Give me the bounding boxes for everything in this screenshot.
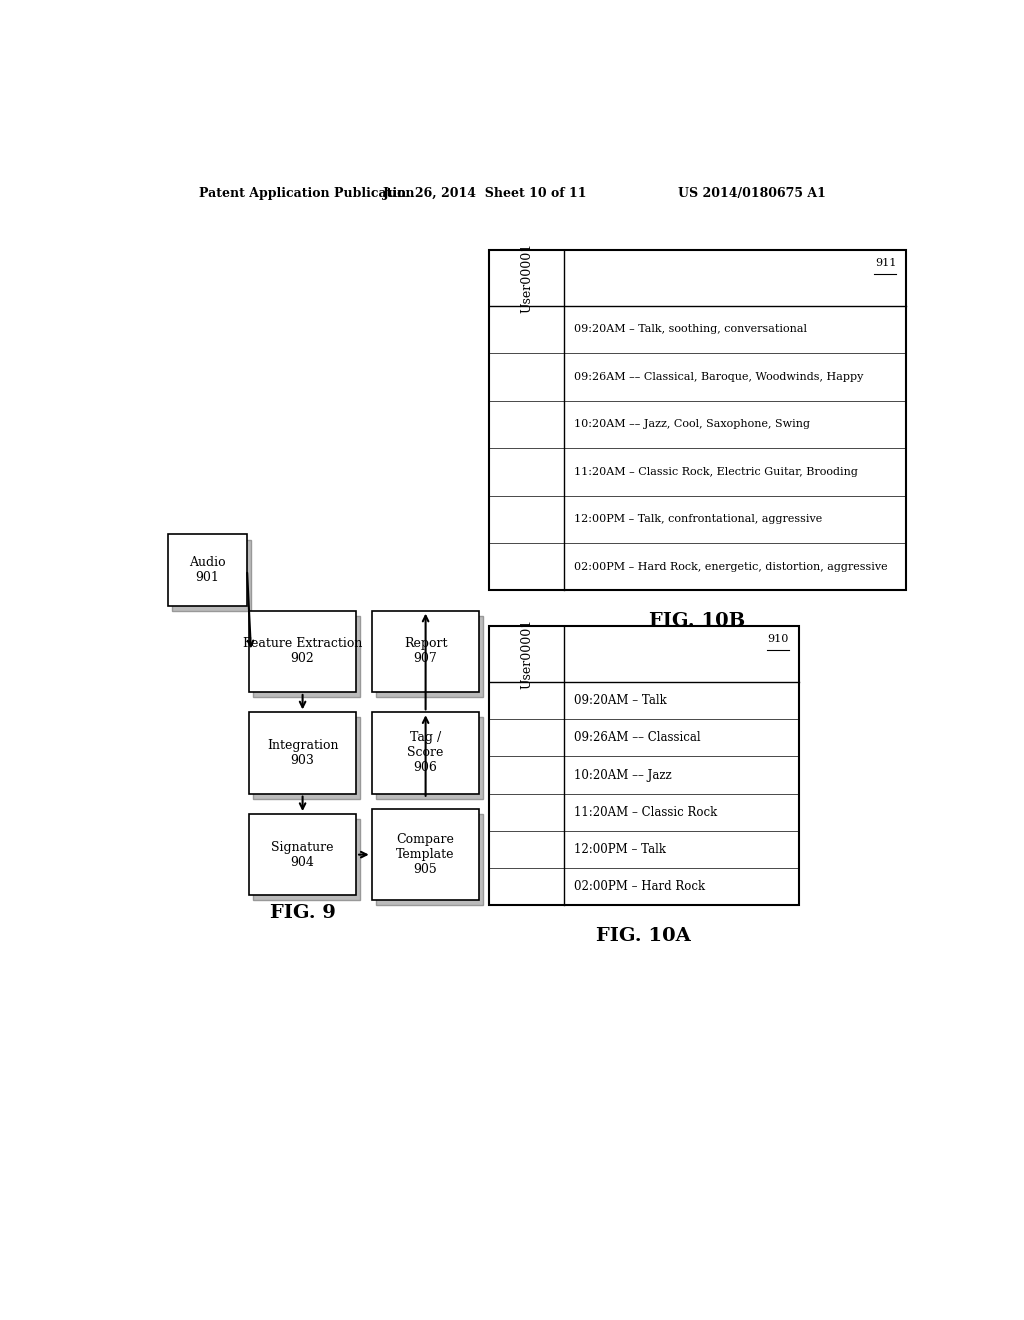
FancyBboxPatch shape [168, 535, 247, 606]
Text: 02:00PM – Hard Rock: 02:00PM – Hard Rock [574, 880, 706, 894]
Text: 02:00PM – Hard Rock, energetic, distortion, aggressive: 02:00PM – Hard Rock, energetic, distorti… [574, 561, 888, 572]
Text: 10:20AM –– Jazz: 10:20AM –– Jazz [574, 768, 672, 781]
Text: 11:20AM – Classic Rock: 11:20AM – Classic Rock [574, 805, 717, 818]
Text: Integration
903: Integration 903 [267, 739, 338, 767]
Text: 09:26AM –– Classical, Baroque, Woodwinds, Happy: 09:26AM –– Classical, Baroque, Woodwinds… [574, 372, 863, 381]
Text: 09:20AM – Talk: 09:20AM – Talk [574, 694, 667, 708]
Text: Tag /
Score
906: Tag / Score 906 [408, 731, 443, 775]
Text: 911: 911 [874, 257, 896, 268]
Text: FIG. 10A: FIG. 10A [596, 927, 691, 945]
Text: Feature Extraction
902: Feature Extraction 902 [243, 638, 362, 665]
FancyBboxPatch shape [372, 611, 479, 692]
Text: Patent Application Publication: Patent Application Publication [200, 187, 415, 201]
FancyBboxPatch shape [249, 611, 356, 692]
FancyBboxPatch shape [376, 615, 483, 697]
FancyBboxPatch shape [489, 249, 905, 590]
Text: User00001: User00001 [520, 619, 534, 689]
FancyBboxPatch shape [172, 540, 251, 611]
FancyBboxPatch shape [372, 809, 479, 900]
FancyBboxPatch shape [489, 626, 799, 906]
FancyBboxPatch shape [253, 718, 360, 799]
FancyBboxPatch shape [376, 718, 483, 799]
Text: Report
907: Report 907 [403, 638, 447, 665]
FancyBboxPatch shape [253, 615, 360, 697]
Text: 09:20AM – Talk, soothing, conversational: 09:20AM – Talk, soothing, conversational [574, 325, 807, 334]
FancyBboxPatch shape [253, 818, 360, 900]
Text: Audio
901: Audio 901 [189, 556, 225, 583]
FancyBboxPatch shape [372, 713, 479, 793]
Text: Signature
904: Signature 904 [271, 841, 334, 869]
Text: 10:20AM –– Jazz, Cool, Saxophone, Swing: 10:20AM –– Jazz, Cool, Saxophone, Swing [574, 420, 810, 429]
Text: Compare
Template
905: Compare Template 905 [396, 833, 455, 876]
Text: FIG. 10B: FIG. 10B [649, 612, 745, 630]
FancyBboxPatch shape [249, 814, 356, 895]
FancyBboxPatch shape [249, 713, 356, 793]
Text: 12:00PM – Talk: 12:00PM – Talk [574, 843, 666, 857]
Text: 12:00PM – Talk, confrontational, aggressive: 12:00PM – Talk, confrontational, aggress… [574, 515, 822, 524]
Text: 11:20AM – Classic Rock, Electric Guitar, Brooding: 11:20AM – Classic Rock, Electric Guitar,… [574, 467, 858, 477]
FancyBboxPatch shape [376, 814, 483, 906]
Text: Jun. 26, 2014  Sheet 10 of 11: Jun. 26, 2014 Sheet 10 of 11 [383, 187, 588, 201]
Text: US 2014/0180675 A1: US 2014/0180675 A1 [679, 187, 826, 201]
Text: 910: 910 [768, 634, 790, 644]
Text: User00001: User00001 [520, 243, 534, 313]
Text: 09:26AM –– Classical: 09:26AM –– Classical [574, 731, 700, 744]
Text: FIG. 9: FIG. 9 [269, 904, 336, 921]
